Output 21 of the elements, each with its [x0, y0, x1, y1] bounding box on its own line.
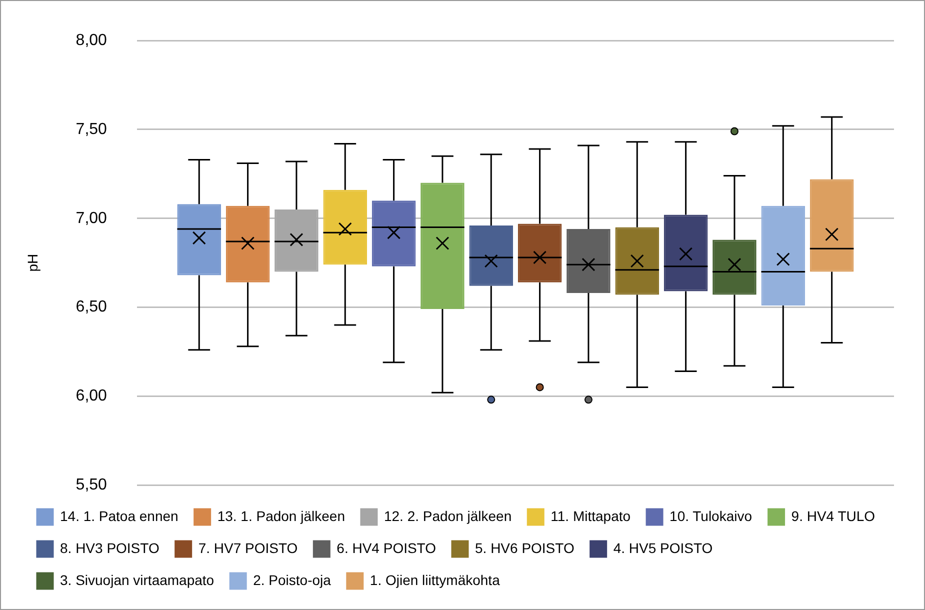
y-axis-title: pH: [24, 254, 40, 272]
legend-label: 4. HV5 POISTO: [613, 540, 713, 556]
legend-label: 3. Sivuojan virtaamapato: [60, 572, 214, 588]
legend-label: 8. HV3 POISTO: [60, 540, 160, 556]
y-tick-label: 8,00: [76, 32, 108, 50]
legend-label: 11. Mittapato: [550, 508, 631, 524]
legend-label: 12. 2. Padon jälkeen: [384, 508, 512, 524]
legend-label: 9. HV4 TULO: [791, 508, 876, 524]
y-tick-label: 6,50: [76, 298, 108, 316]
legend-label: 10. Tulokaivo: [670, 508, 752, 524]
legend-label: 14. 1. Patoa ennen: [60, 508, 178, 524]
legend-label: 6. HV4 POISTO: [336, 540, 436, 556]
legend-label: 2. Poisto-oja: [253, 572, 332, 588]
legend-label: 1. Ojien liittymäkohta: [370, 572, 500, 588]
y-tick-label: 7,50: [76, 120, 108, 138]
y-tick-label: 5,50: [76, 476, 108, 494]
y-tick-label: 6,00: [76, 388, 108, 405]
legend-label: 13. 1. Padon jälkeen: [217, 508, 345, 524]
legend-label: 5. HV6 POISTO: [475, 540, 574, 556]
legend-label: 7. HV7 POISTO: [198, 540, 298, 556]
y-tick-label: 7,00: [76, 210, 108, 227]
